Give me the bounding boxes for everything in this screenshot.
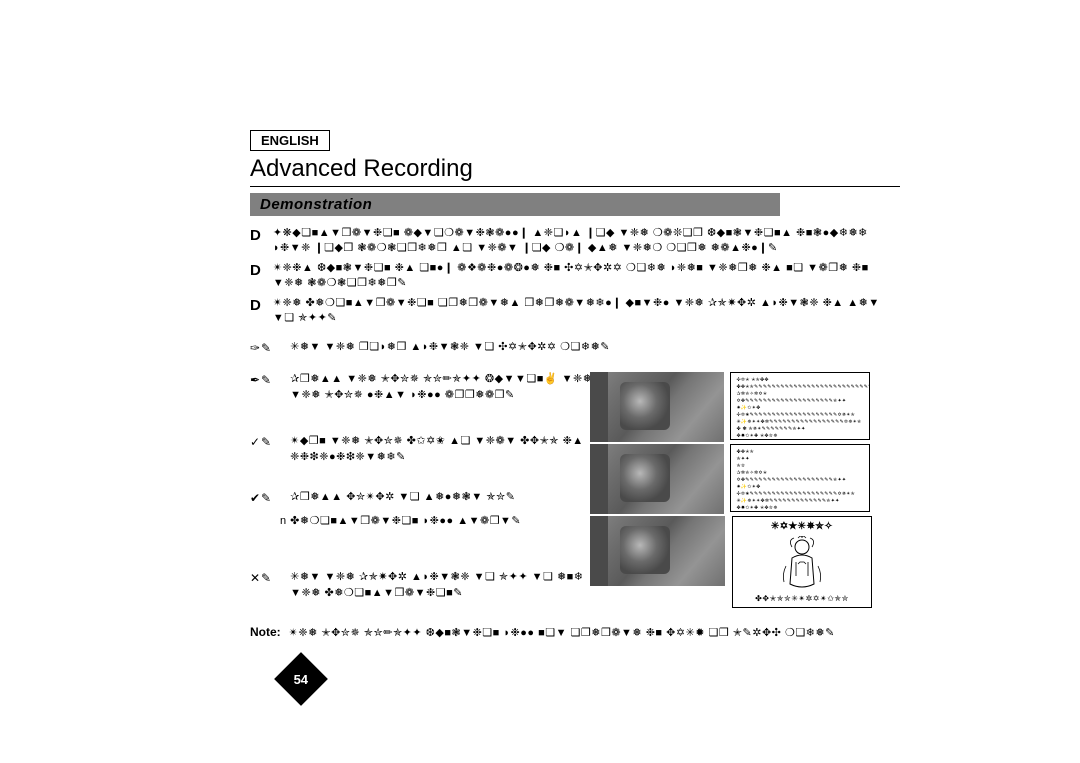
photo-row: ✣✡✭ ✭✯✤✥ ✤✥✭✯✎✎✎✎✎✎✎✎✎✎✎✎✎✎✎✎✎✎✎✎✎✎✎✎✎✎✎…	[590, 372, 870, 442]
step-number: ✔✎	[250, 490, 272, 507]
osd-line: ✷✨✩✴✥ ✢✡✬✎✎✎✎✎✎✎✎✎✎✎✎✎✎✎✎✎✎✎✎✡✵✴✯	[736, 484, 864, 498]
camcorder-photo	[590, 516, 725, 586]
photo-row: ✤✥✭✯ ✯✦✦ ✯✮ ✰✲✯✧✲✡✭ ✡✥✎✎✎✎✎✎✎✎✎✎✎✎✎✎✎✎✎✎…	[590, 444, 870, 514]
language-badge: ENGLISH	[250, 130, 330, 151]
osd-line: ✰✲✯✧✲✡✭ ✡✥✎✎✎✎✎✎✎✎✎✎✎✎✎✎✎✎✎✎✎✎✯✦✦	[736, 470, 864, 484]
demo-brand: ✳✡✭✳✵✮✧	[733, 521, 871, 532]
osd-line: ✤✥✭✯	[736, 449, 864, 456]
osd-menu-box: ✣✡✭ ✭✯✤✥ ✤✥✭✯✎✎✎✎✎✎✎✎✎✎✎✎✎✎✎✎✎✎✎✎✎✎✎✎✎✎✎…	[730, 372, 870, 440]
bullet-marker: D	[250, 297, 261, 314]
intro-bullet: D ✴❈❉▲ ❆◆■❃▼❉❏■ ❉▲ ❏■●❙ ❁❖❁❉●❁❂●❅ ❉■ ✣✡✭…	[250, 261, 900, 292]
demo-illustration	[778, 536, 826, 592]
osd-line: ✣✡✭ ✭✯✤✥	[736, 377, 864, 384]
osd-line: ✥✸✩✴✚ ✭✥✮✵	[736, 505, 864, 512]
step-number: ✓✎	[250, 434, 272, 451]
manual-page: ENGLISH Advanced Recording Demonstration…	[250, 130, 900, 620]
step-row: ✑✎ ✳❅▼ ▼❈❅ ❐❏◗❅❒ ▲◗❉▼❃❈ ▼❏ ✣✡✭✥✲✡ ❍❏❄❅✎	[250, 340, 610, 357]
osd-menu-box: ✤✥✭✯ ✯✦✦ ✯✮ ✰✲✯✧✲✡✭ ✡✥✎✎✎✎✎✎✎✎✎✎✎✎✎✎✎✎✎✎…	[730, 444, 870, 512]
title-rule	[250, 186, 900, 187]
section-heading: Demonstration	[250, 193, 780, 216]
osd-line: ✤ ❃ ✯✵✴✎✎✎✎✎✎✎✯✦✦	[736, 426, 864, 433]
step-row: ✒✎ ✰❒❅▲▲ ▼❈❅ ✭✥✮✵ ✯✮✏✯✦✦ ❂◆▼▼❏■✌ ▼❈❅■ ▼❈…	[250, 372, 600, 403]
osd-line: ✤✥✭✯✎✎✎✎✎✎✎✎✎✎✎✎✎✎✎✎✎✎✎✎✎✎✎✎✎✎✎✎✎✎✎✎✎✎✎✎…	[736, 384, 864, 391]
step-text: ✳❅▼ ▼❈❅ ✰✯✷✥✲ ▲◗❉▼❃❈ ▼❏ ✯✦✦ ▼❏ ❅■❄ ▼❈❅ ✤…	[290, 570, 600, 601]
page-number: 54	[294, 672, 308, 687]
intro-bullet: D ✦❋◆❏■▲▼❒❁▼❉❏■ ❁◆▼❏❍❁▼❉❃❁●●❙ ▲❈❏◗▲ ❙❏◆ …	[250, 226, 900, 257]
step-text: ✴◆❒■ ▼❈❅ ✭✥✮✵ ✤✩✡✬ ▲❏ ▼❈❁▼ ✤✥✭✯ ❉▲ ❈❉❇❈●…	[290, 434, 600, 465]
osd-line: ✯✮	[736, 463, 864, 470]
step-subtext: n ✤❅❍❏■▲▼❒❁▼❉❏■ ◗❉●● ▲▼❁❒▼✎	[280, 515, 521, 527]
step-row: ✕✎ ✳❅▼ ▼❈❅ ✰✯✷✥✲ ▲◗❉▼❃❈ ▼❏ ✯✦✦ ▼❏ ❅■❄ ▼❈…	[250, 570, 600, 601]
step-row: ✓✎ ✴◆❒■ ▼❈❅ ✭✥✮✵ ✤✩✡✬ ▲❏ ▼❈❁▼ ✤✥✭✯ ❉▲ ❈❉…	[250, 434, 600, 465]
camcorder-photo	[590, 372, 724, 442]
osd-line: ✷✨✩✴✥ ✢✡✬✎✎✎✎✎✎✎✎✎✎✎✎✎✎✎✎✎✎✎✎✡✵✴✯	[736, 405, 864, 419]
osd-line: ✰✲✯✧✲✡✭ ✡✥✎✎✎✎✎✎✎✎✎✎✎✎✎✎✎✎✎✎✎✎✯✦✦	[736, 391, 864, 405]
demo-preview-box: ✳✡✭✳✵✮✧ ✤✥✭✯✮✳✴✲✡✴✩✯✮	[732, 516, 872, 608]
note-row: Note: ✴❈❅ ✭✥✮✵ ✯✮✏✯✦✦ ❆◆■❃▼❉❏■ ◗❉●● ■❏▼ …	[250, 625, 835, 641]
step-text: ✳❅▼ ▼❈❅ ❐❏◗❅❒ ▲◗❉▼❃❈ ▼❏ ✣✡✭✥✲✡ ❍❏❄❅✎	[290, 340, 610, 355]
osd-line: ✳✨✵✴✴✥✲✎✎✎✎✎✎✎✎✎✎✎✎✎✎✎✎✎✡✵✴✯	[736, 419, 864, 426]
bullet-marker: D	[250, 227, 261, 244]
camcorder-photo	[590, 444, 724, 514]
osd-line: ✳✨✵✴✴✥✲✎✎✎✎✎✎✎✎✎✎✎✎✎✯✦✦	[736, 498, 864, 505]
demo-caption: ✤✥✭✯✮✳✴✲✡✴✩✯✮	[733, 594, 871, 603]
bullet-marker: D	[250, 262, 261, 279]
note-label: Note:	[250, 625, 281, 639]
step-text: ✰❒❅▲▲ ✥✮✴✥✲ ▼❏ ▲❅●❅❃▼ ✯✮✎	[290, 490, 515, 507]
step-row: ✔✎ ✰❒❅▲▲ ✥✮✴✥✲ ▼❏ ▲❅●❅❃▼ ✯✮✎ n ✤❅❍❏■▲▼❒❁…	[250, 490, 521, 529]
osd-line: ✥✸✩✴✚ ✭✥✮✵	[736, 433, 864, 440]
step-text: ✰❒❅▲▲ ▼❈❅ ✭✥✮✵ ✯✮✏✯✦✦ ❂◆▼▼❏■✌ ▼❈❅■ ▼❈❅ ✭…	[290, 372, 600, 403]
intro-text: ✦❋◆❏■▲▼❒❁▼❉❏■ ❁◆▼❏❍❁▼❉❃❁●●❙ ▲❈❏◗▲ ❙❏◆ ▼❈…	[273, 226, 900, 257]
intro-bullet: D ✴❈❅ ✤❅❍❏■▲▼❒❁▼❉❏■ ❏❐❅❒❁▼❅▲ ❒❅❐❅❁▼❅❄●❙ …	[250, 296, 900, 327]
intro-text: ✴❈❉▲ ❆◆■❃▼❉❏■ ❉▲ ❏■●❙ ❁❖❁❉●❁❂●❅ ❉■ ✣✡✭✥✲…	[273, 261, 900, 292]
step-number: ✕✎	[250, 570, 272, 587]
step-number: ✑✎	[250, 340, 272, 357]
step-number: ✒✎	[250, 372, 272, 389]
osd-line: ✯✦✦	[736, 456, 864, 463]
intro-text: ✴❈❅ ✤❅❍❏■▲▼❒❁▼❉❏■ ❏❐❅❒❁▼❅▲ ❒❅❐❅❁▼❅❄●❙ ◆■…	[273, 296, 900, 327]
steps-area: ✑✎ ✳❅▼ ▼❈❅ ❐❏◗❅❒ ▲◗❉▼❃❈ ▼❏ ✣✡✭✥✲✡ ❍❏❄❅✎ …	[250, 340, 900, 620]
note-text: ✴❈❅ ✭✥✮✵ ✯✮✏✯✦✦ ❆◆■❃▼❉❏■ ◗❉●● ■❏▼ ❏❐❅❒❁▼…	[289, 626, 835, 641]
page-title: Advanced Recording	[250, 155, 900, 183]
